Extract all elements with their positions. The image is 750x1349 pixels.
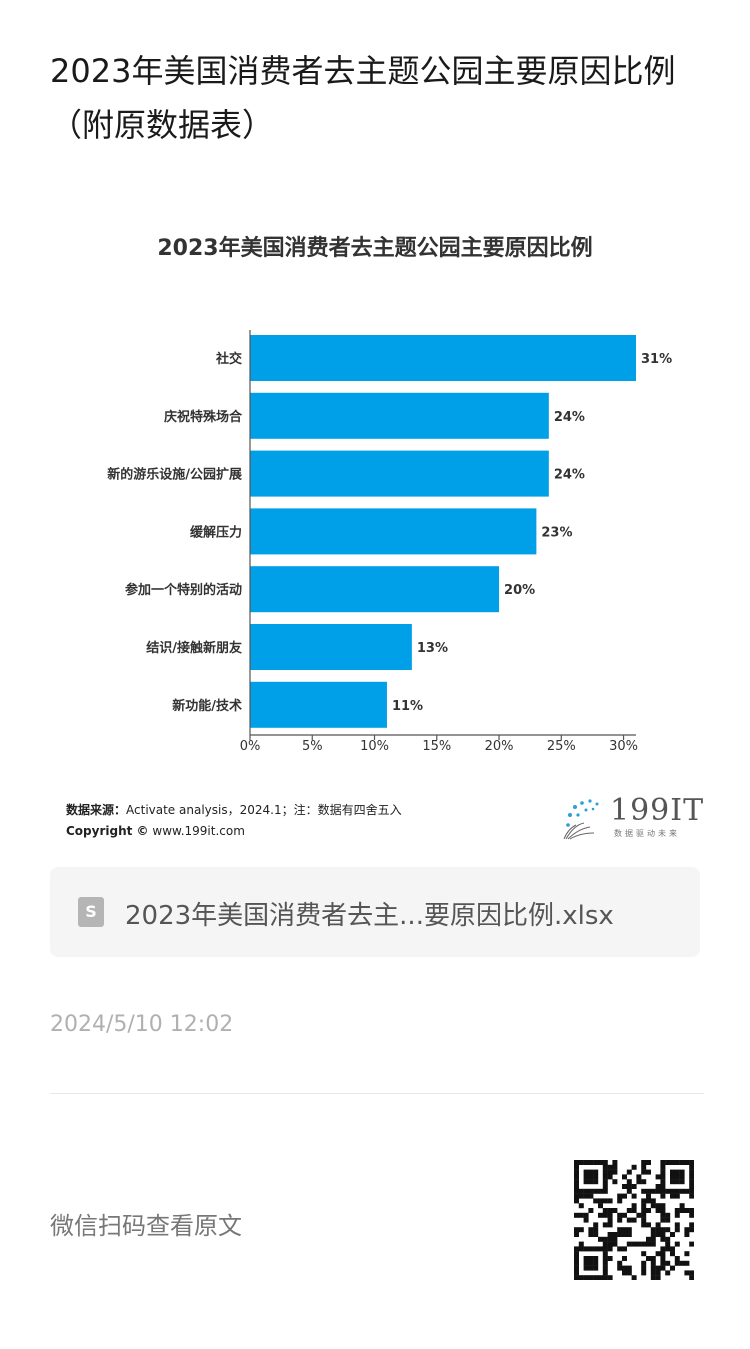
category-label-0: 社交 — [215, 351, 242, 367]
x-tick-label-5: 25% — [547, 739, 576, 754]
logo-199it: 199IT 数据驱动未来 — [560, 793, 703, 845]
attachment-filename[interactable]: 2023年美国消费者去主...要原因比例.xlsx — [125, 901, 614, 931]
category-label-2: 新的游乐设施/公园扩展 — [107, 467, 243, 483]
category-label-3: 缓解压力 — [190, 524, 242, 540]
bars-layer: 社交 31% 庆祝特殊场合 24% 新的游乐设施/公园扩展 24% 缓解压力 23% 参加一个特… — [107, 335, 672, 728]
x-tick-label-6: 30% — [609, 739, 638, 754]
bar-chart: 2023年美国消费者去主题公园主要原因比例 社交 31% 庆祝特殊场合 24% 新的游乐… — [107, 235, 672, 754]
qr-code-icon[interactable] — [574, 1160, 694, 1280]
category-label-5: 结识/接触新朋友 — [146, 640, 242, 656]
logo-text: 199IT — [610, 793, 705, 828]
dandelion-logo-icon — [563, 799, 599, 840]
spreadsheet-file-icon: S — [78, 897, 104, 927]
value-label-4: 20% — [504, 583, 535, 598]
logo-subtitle: 数据驱动未来 — [614, 829, 680, 838]
bar-1 — [250, 392, 549, 439]
category-label-1: 庆祝特殊场合 — [163, 409, 243, 425]
value-label-5: 13% — [417, 641, 448, 656]
x-tick-label-2: 10% — [360, 739, 389, 754]
value-label-1: 24% — [554, 410, 585, 425]
divider — [50, 1093, 704, 1094]
x-tick-label-1: 5% — [302, 739, 323, 754]
value-label-2: 24% — [554, 468, 585, 483]
value-label-0: 31% — [641, 352, 672, 367]
bar-6 — [250, 681, 387, 728]
chart-title: 2023年美国消费者去主题公园主要原因比例 — [157, 235, 592, 261]
bar-2 — [250, 450, 549, 497]
x-ticks-layer: 0% 5% 10% 15% 20% 25% 30% — [240, 735, 638, 754]
bar-3 — [250, 508, 537, 555]
value-label-6: 11% — [392, 699, 423, 714]
source-text: Activate analysis，2024.1；注：数据有四舍五入 — [126, 803, 402, 817]
x-tick-label-0: 0% — [240, 739, 261, 754]
x-tick-label-3: 15% — [422, 739, 451, 754]
attachment-card[interactable]: S 2023年美国消费者去主...要原因比例.xlsx — [50, 867, 700, 957]
copyright-label: Copyright © — [66, 824, 149, 838]
value-label-3: 23% — [541, 525, 572, 540]
copyright-text: www.199it.com — [152, 824, 245, 838]
scan-prompt: 微信扫码查看原文 — [50, 1212, 242, 1240]
publish-timestamp: 2024/5/10 12:02 — [50, 1012, 234, 1037]
bar-4 — [250, 566, 500, 613]
source-note: 数据来源：Activate analysis，2024.1；注：数据有四舍五入 … — [66, 800, 402, 842]
category-label-6: 新功能/技术 — [172, 698, 242, 714]
category-label-4: 参加一个特别的活动 — [125, 582, 242, 598]
bar-5 — [250, 624, 412, 670]
article-title: 2023年美国消费者去主题公园主要原因比例（附原数据表） — [50, 52, 676, 144]
source-label: 数据来源： — [66, 803, 127, 817]
x-tick-label-4: 20% — [485, 739, 514, 754]
bar-0 — [250, 335, 636, 381]
